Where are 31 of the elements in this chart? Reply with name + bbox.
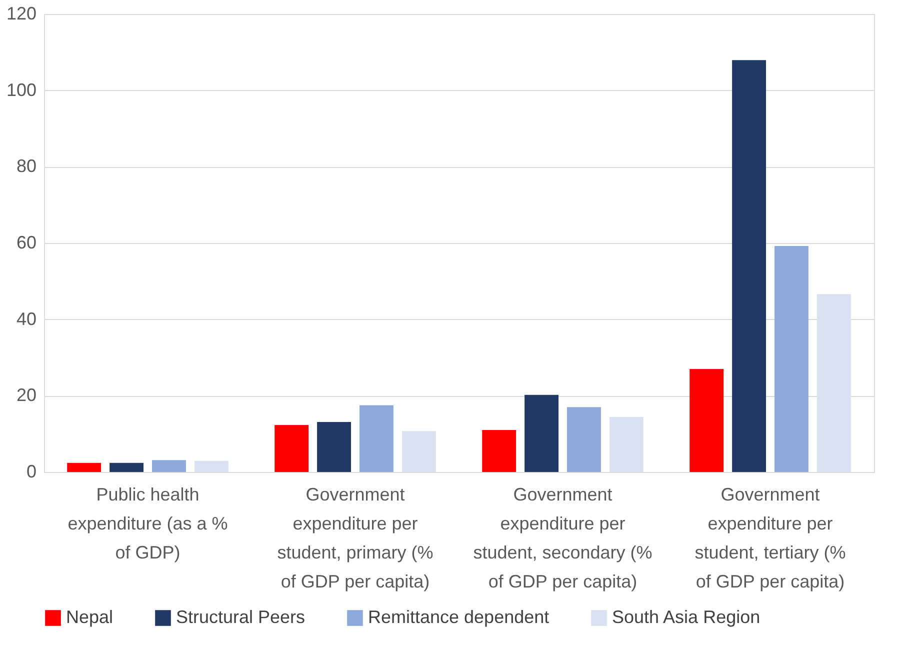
legend-label: Structural Peers: [176, 607, 306, 627]
y-tick-label: 40: [16, 308, 36, 329]
bar: [274, 425, 309, 472]
bar: [67, 462, 102, 472]
legend-label: Nepal: [66, 607, 114, 627]
y-tick-label: 60: [16, 232, 36, 252]
bar: [359, 405, 394, 472]
y-tick-label: 80: [16, 156, 36, 176]
x-tick-label: Government expenditure per student, tertiary (% of GDP per capita): [694, 484, 846, 592]
bar: [152, 460, 186, 472]
bar: [566, 407, 601, 472]
legend-label: Remittance dependent: [368, 607, 550, 627]
bar: [732, 60, 766, 472]
bar: [690, 368, 724, 472]
y-tick-label: 20: [16, 385, 36, 406]
bar: [317, 422, 352, 472]
y-tick-label: 120: [6, 4, 36, 24]
y-tick-label: 0: [26, 462, 36, 482]
bar: [110, 462, 144, 472]
x-tick-label: Government expenditure per student, secondary (% of GDP per capita): [473, 484, 652, 592]
x-tick-label: Government expenditure per student, primary (% of GDP per capita): [277, 484, 434, 592]
bar: [816, 294, 851, 472]
bar: [609, 417, 644, 472]
bar: [482, 430, 516, 472]
x-tick-label: Public health expenditure (as a % of GDP): [68, 484, 228, 562]
bar: [194, 460, 228, 472]
legend-label: South Asia Region: [612, 607, 760, 627]
bar: [774, 246, 808, 472]
y-tick-label: 100: [6, 80, 36, 100]
bar: [402, 431, 436, 472]
bar: [524, 394, 559, 472]
